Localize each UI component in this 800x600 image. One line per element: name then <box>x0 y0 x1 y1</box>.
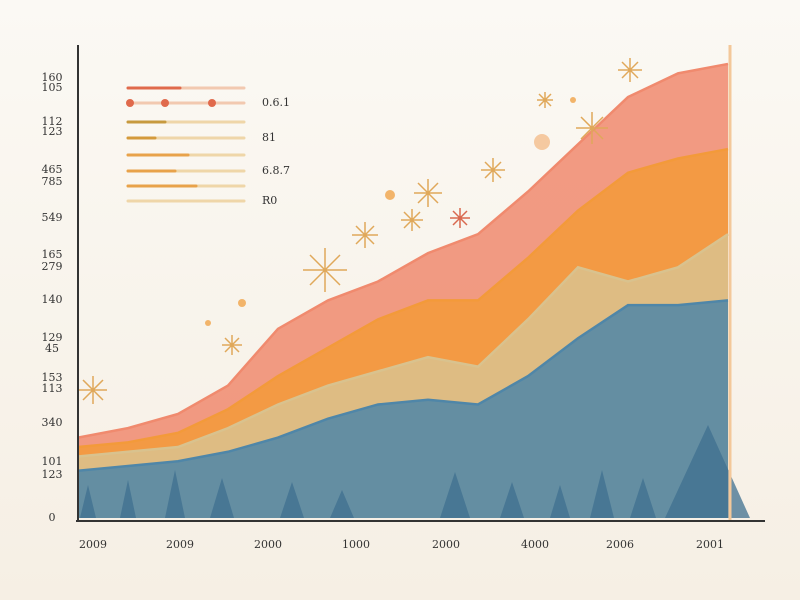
y-axis-label: 279 <box>42 260 63 273</box>
x-axis-label: 2000 <box>432 538 460 551</box>
y-axis-label: 123 <box>42 125 63 138</box>
y-axis-label: 123 <box>42 468 63 481</box>
area-edge <box>77 62 729 439</box>
area <box>78 300 728 518</box>
y-axis-label: 101 <box>42 455 63 468</box>
y-axis-label: 129 <box>42 331 63 344</box>
trees <box>80 425 750 518</box>
x-axis-label: 2009 <box>79 538 107 551</box>
x-axis-label: 2006 <box>606 538 634 551</box>
area-edge <box>77 299 729 472</box>
y-axis-label: 160 <box>42 71 63 84</box>
y-axis-label: 465 <box>42 163 63 176</box>
legend <box>126 86 246 203</box>
area-edge <box>77 147 729 449</box>
x-axis-label: 2000 <box>254 538 282 551</box>
legend-label: 6.8.7 <box>262 164 290 177</box>
y-axis-label: 45 <box>45 342 59 355</box>
y-axis-label: 153 <box>42 371 63 384</box>
x-axis-label: 4000 <box>521 538 549 551</box>
legend-label: 81 <box>262 131 276 144</box>
legend-label: R0 <box>262 194 277 207</box>
decorations <box>79 58 642 404</box>
y-axis-label: 785 <box>42 175 63 188</box>
y-axis-label: 112 <box>42 115 63 128</box>
y-axis-label: 549 <box>42 211 63 224</box>
y-axis-label: 165 <box>42 248 63 261</box>
x-axis-label: 1000 <box>342 538 370 551</box>
x-axis-label: 2009 <box>166 538 194 551</box>
x-axis-label: 2001 <box>696 538 724 551</box>
area-edge <box>77 233 729 458</box>
y-axis-label: 105 <box>42 81 63 94</box>
y-axis-label: 140 <box>42 293 63 306</box>
y-axis-label: 0 <box>49 511 56 524</box>
areas <box>77 62 729 519</box>
y-axis-label: 340 <box>42 416 63 429</box>
y-axis-label: 113 <box>42 382 63 395</box>
legend-label: 0.6.1 <box>262 96 290 109</box>
